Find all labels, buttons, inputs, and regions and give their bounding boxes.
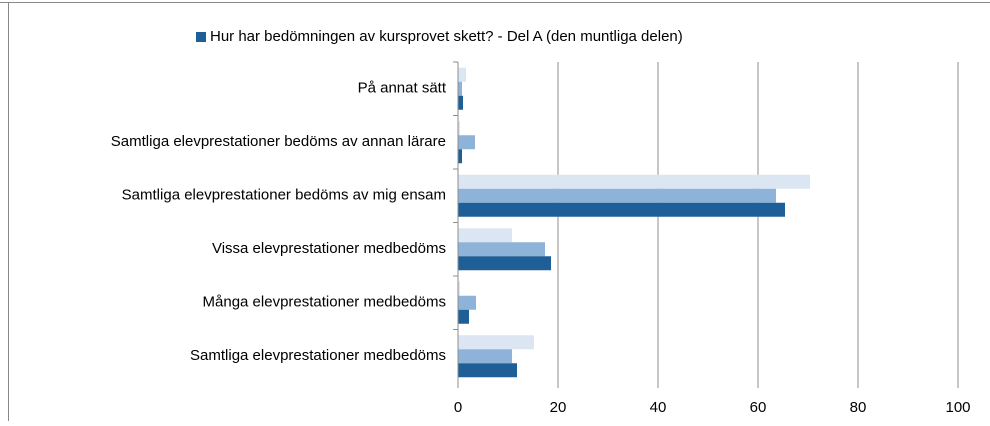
- y-tick-label: Samtliga elevprestationer medbedöms: [190, 347, 446, 364]
- bar: [458, 149, 462, 164]
- bar: [458, 335, 534, 350]
- x-tick-label: 40: [650, 399, 667, 416]
- bar: [458, 135, 475, 150]
- x-tick-label: 20: [550, 399, 567, 416]
- bar: [458, 174, 810, 189]
- bar: [458, 309, 469, 324]
- y-tick-label: Vissa elevprestationer medbedöms: [212, 240, 446, 257]
- y-tick-label: På annat sätt: [358, 80, 447, 97]
- bar: [458, 349, 512, 364]
- bar: [458, 256, 551, 271]
- bar: [458, 281, 460, 296]
- bar: [458, 242, 545, 257]
- x-tick-label: 80: [850, 399, 867, 416]
- bar: [458, 67, 466, 82]
- bar: [458, 188, 776, 203]
- bar: [458, 202, 785, 217]
- y-tick-label: Samtliga elevprestationer bedöms av mig …: [122, 187, 446, 204]
- bar: [458, 121, 460, 136]
- x-tick-label: 100: [945, 399, 970, 416]
- y-tick-label: Många elevprestationer medbedöms: [203, 294, 446, 311]
- bar: [458, 95, 463, 110]
- bar: [458, 81, 462, 96]
- legend-label: Hur har bedömningen av kursprovet skett?…: [210, 28, 683, 45]
- bar: [458, 363, 517, 378]
- x-tick-label: 60: [750, 399, 767, 416]
- x-tick-label: 0: [454, 399, 462, 416]
- bar: [458, 228, 512, 243]
- bar: [458, 295, 476, 310]
- legend-swatch: [196, 32, 206, 42]
- y-tick-label: Samtliga elevprestationer bedöms av anna…: [111, 133, 446, 150]
